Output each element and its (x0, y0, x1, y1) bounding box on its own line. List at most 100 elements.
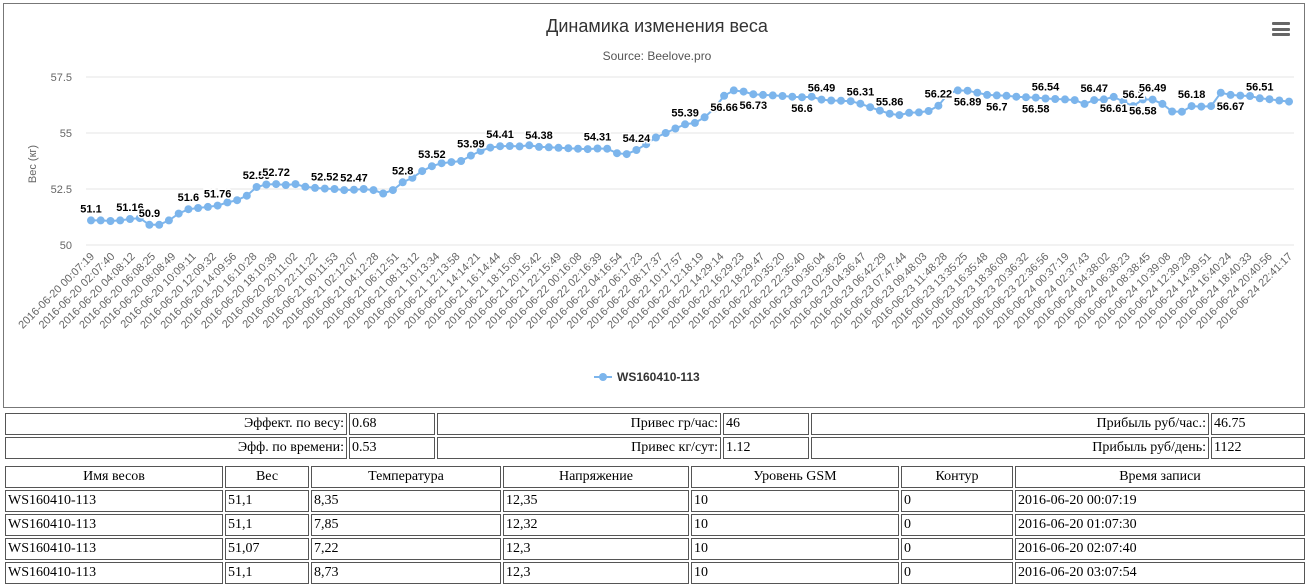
data-point (418, 167, 427, 176)
cell-contour: 0 (901, 514, 1013, 536)
data-label: 56.47 (1080, 83, 1108, 95)
profit-day-label: Прибыль руб/день: (811, 437, 1209, 459)
data-label: 54.31 (584, 131, 612, 143)
cell-temperature: 7,85 (311, 514, 501, 536)
data-label: 52.59 (243, 170, 271, 182)
cell-gsm-level: 10 (691, 490, 899, 512)
eff-time-label: Эфф. по времени: (5, 437, 347, 459)
data-point (408, 173, 417, 182)
data-point (651, 133, 660, 142)
cell-weight: 51,1 (225, 562, 309, 584)
chart-subtitle: Source: Beelove.pro (603, 49, 712, 63)
cell-contour: 0 (901, 490, 1013, 512)
data-point (603, 144, 612, 153)
data-label: 56.58 (1022, 104, 1050, 116)
data-label: 56.66 (710, 102, 738, 114)
data-point (164, 216, 173, 225)
data-point (1041, 94, 1050, 103)
cell-gsm-level: 10 (691, 514, 899, 536)
y-axis-label: Вес (кг) (27, 145, 39, 183)
chart-menu-icon[interactable] (1272, 22, 1290, 36)
stats-table: Эффект. по весу: 0.68 Привес гр/час: 46 … (3, 411, 1307, 461)
data-point (320, 184, 329, 193)
data-point (807, 92, 816, 101)
data-point (1236, 91, 1245, 100)
data-point (632, 146, 641, 154)
data-point (1187, 102, 1196, 111)
data-label: 56.2 (1122, 89, 1143, 101)
data-point (1177, 107, 1186, 116)
data-label: 55.39 (671, 107, 699, 119)
data-point (194, 204, 203, 212)
data-point (174, 209, 183, 218)
data-point (1070, 96, 1079, 105)
data-label: 54.38 (525, 130, 553, 142)
data-point (116, 216, 125, 225)
cell-record-time: 2016-06-20 02:07:40 (1015, 538, 1305, 560)
data-point (778, 92, 787, 100)
data-point (1012, 92, 1021, 101)
data-point (1138, 95, 1147, 104)
records-table: Имя весов Вес Температура Напряжение Уро… (3, 464, 1307, 586)
column-header-scale-name: Имя весов (5, 466, 223, 488)
data-point (233, 196, 242, 205)
data-point (1031, 93, 1040, 102)
data-point (827, 96, 836, 105)
cell-scale-name: WS160410-113 (5, 490, 223, 512)
data-point (1265, 95, 1274, 104)
data-label: 50.9 (139, 208, 160, 220)
data-point (875, 106, 884, 115)
data-point (622, 150, 631, 159)
profit-day-value: 1122 (1211, 437, 1305, 459)
y-tick-label: 55 (60, 128, 72, 140)
cell-record-time: 2016-06-20 00:07:19 (1015, 490, 1305, 512)
column-header-gsm-level: Уровень GSM (691, 466, 899, 488)
legend-marker (599, 373, 607, 381)
data-label: 52.8 (392, 165, 413, 177)
data-point (515, 142, 524, 151)
data-point (437, 159, 446, 168)
data-point (642, 140, 651, 149)
data-label: 56.51 (1246, 81, 1274, 93)
table-row: WS160410-113 51,1 8,35 12,35 10 0 2016-0… (5, 490, 1305, 512)
data-point (1246, 92, 1254, 100)
data-label: 56.22 (925, 89, 953, 101)
cell-scale-name: WS160410-113 (5, 514, 223, 536)
data-point (496, 142, 505, 151)
data-point (486, 143, 495, 152)
data-point (1168, 107, 1177, 116)
data-point (953, 86, 962, 95)
gain-hour-value: 46 (723, 413, 809, 435)
grid-lines (86, 76, 1294, 246)
data-point (934, 101, 943, 110)
data-point (184, 205, 193, 214)
cell-weight: 51,07 (225, 538, 309, 560)
data-point (106, 217, 115, 225)
gain-day-label: Привес кг/сут: (437, 437, 721, 459)
data-point (574, 144, 582, 153)
column-header-weight: Вес (225, 466, 309, 488)
data-point (272, 180, 281, 189)
cell-temperature: 8,35 (311, 490, 501, 512)
data-point (1148, 95, 1157, 104)
gain-day-value: 1.12 (723, 437, 809, 459)
data-point (905, 108, 914, 117)
data-label: 55.86 (876, 97, 904, 109)
data-point (466, 151, 475, 160)
legend[interactable]: WS160410-113 (594, 370, 700, 384)
data-point (846, 97, 855, 106)
data-label: 56.89 (954, 97, 982, 109)
data-label: 56.67 (1217, 101, 1245, 113)
data-point (895, 111, 904, 120)
data-label: 56.73 (740, 100, 768, 112)
data-point (155, 220, 164, 229)
data-point (262, 180, 271, 189)
legend-item-label[interactable]: WS160410-113 (617, 370, 700, 384)
data-point (544, 143, 553, 152)
data-point (973, 88, 982, 97)
eff-weight-label: Эффект. по весу: (5, 413, 347, 435)
cell-contour: 0 (901, 562, 1013, 584)
data-label: 56.61 (1100, 103, 1128, 115)
data-point (135, 214, 144, 223)
